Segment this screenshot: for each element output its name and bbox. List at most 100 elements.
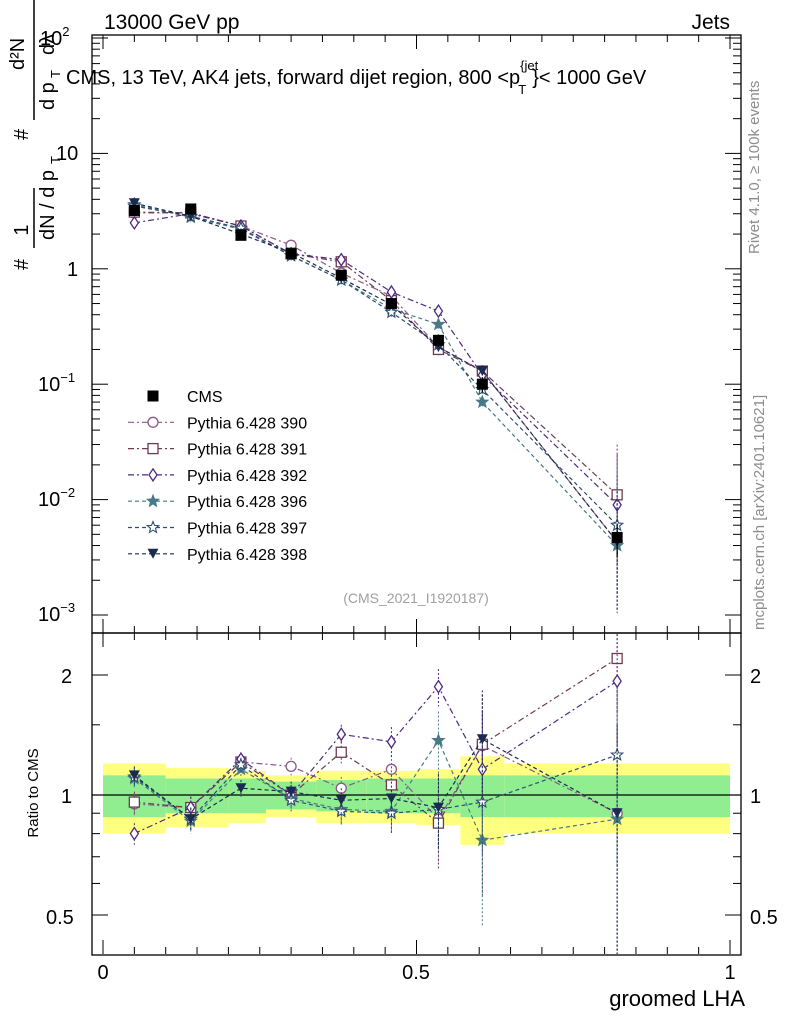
ylabel-hash-a: # [11, 258, 33, 270]
ratio-bands [92, 756, 741, 845]
main-point-4 [431, 316, 446, 331]
ytick-1e2: 102 [40, 24, 69, 50]
main-point-3 [129, 215, 140, 231]
main-line-6 [134, 202, 618, 543]
ratio-tick-1-right: 1 [750, 786, 761, 808]
data-point [285, 248, 297, 260]
legend-marker [147, 390, 159, 402]
data-point [185, 203, 197, 215]
legend-item-0: CMS [147, 389, 223, 406]
legend-marker [145, 493, 161, 508]
ratio-point-2 [335, 746, 347, 758]
ratio-tick-2-right: 2 [750, 666, 761, 688]
legend-marker [147, 548, 159, 559]
ytick-1: 1 [67, 259, 78, 281]
legend-marker [147, 442, 159, 455]
header-left: 13000 GeV pp [104, 11, 239, 34]
ratio-point-1 [285, 760, 297, 772]
band-inner [228, 778, 267, 814]
ratio-point-6 [128, 770, 140, 781]
data-point [611, 531, 623, 543]
legend-label: Pythia 6.428 398 [187, 547, 307, 564]
ratio-line-3 [134, 680, 618, 835]
data-point [335, 269, 347, 281]
data-point [385, 298, 397, 310]
header-right: Jets [691, 11, 730, 34]
ytick-1e-2: 10−2 [38, 485, 75, 511]
ratio-point-3 [612, 673, 622, 689]
ratio-point-6 [185, 814, 197, 825]
analysis-watermark: (CMS_2021_I1920187) [343, 590, 489, 606]
legend-item-2: Pythia 6.428 391 [128, 442, 307, 459]
xtick-0: 0 [97, 962, 108, 984]
ratio-point-3 [129, 826, 140, 841]
ylabel-d2n: d²N [7, 38, 29, 70]
main-line-4 [134, 204, 618, 546]
legend: CMS Pythia 6.428 390 Pythia 6.428 391 Pythi… [128, 389, 307, 564]
mcplots-label: mcplots.cern.ch [arXiv:2401.10621] [751, 395, 768, 630]
main-point-4 [475, 394, 490, 409]
rivet-label: Rivet 4.1.0, ≥ 100k events [746, 81, 763, 254]
ylabel-t-b: T [48, 70, 63, 78]
main-point-3 [336, 252, 347, 267]
data-point [476, 378, 488, 390]
ratio-line-2 [134, 657, 618, 825]
ylabel-hash-b: # [11, 128, 33, 140]
legend-label: Pythia 6.428 391 [187, 442, 307, 459]
legend-item-4: Pythia 6.428 396 [128, 493, 307, 511]
ratio-point-5 [475, 794, 490, 809]
main-point-6 [128, 198, 140, 209]
ratio-point-5 [334, 803, 349, 818]
ratio-tick-1: 1 [61, 786, 72, 808]
ytick-1e-1: 10−1 [38, 370, 75, 396]
legend-label: CMS [187, 389, 223, 406]
ratio-point-4 [431, 733, 446, 747]
legend-item-1: Pythia 6.428 390 [128, 415, 307, 432]
xtick-05: 0.5 [402, 962, 430, 984]
data-point [432, 334, 444, 346]
ratio-point-6 [611, 808, 623, 819]
ratio-point-6 [335, 795, 347, 806]
ylabel-dlambda: dλ [37, 34, 59, 55]
legend-label: Pythia 6.428 397 [187, 521, 307, 538]
data-point [128, 205, 140, 217]
main-line-3 [134, 213, 618, 506]
main-y-ticklabels: 102 10 1 10−1 10−2 10−3 [38, 24, 78, 626]
ytick-1e-3: 10−3 [38, 600, 75, 626]
ratio-point-3 [336, 727, 347, 742]
ratio-y-label: Ratio to CMS [25, 748, 42, 837]
ratio-axis-ticks [92, 633, 741, 954]
ylabel-dn: dN / d p [37, 170, 59, 240]
plot-title: CMS, 13 TeV, AK4 jets, forward dijet reg… [66, 58, 647, 97]
main-point-5 [384, 304, 399, 319]
main-line-1 [134, 212, 618, 543]
ratio-point-2 [128, 796, 141, 808]
x-axis-label: groomed LHA [609, 986, 745, 1011]
ratio-point-3 [433, 679, 444, 694]
ratio-point-6 [385, 793, 397, 804]
ytick-1e1: 10 [56, 143, 78, 165]
legend-marker [147, 416, 159, 428]
y-axis-label: # 1 dN / d p T # d²N d p T dλ [7, 0, 63, 270]
main-point-3 [386, 284, 397, 300]
ratio-tick-05: 0.5 [46, 907, 74, 929]
legend-marker [148, 467, 158, 483]
ratio-point-6 [285, 786, 297, 797]
ratio-point-5 [233, 757, 249, 771]
ratio-point-6 [476, 734, 488, 745]
legend-item-5: Pythia 6.428 397 [128, 519, 307, 538]
legend-label: Pythia 6.428 390 [187, 415, 307, 432]
ratio-point-3 [386, 734, 397, 749]
ratio-point-2 [385, 779, 398, 791]
main-series-layer [127, 197, 625, 615]
main-axis-ticks [92, 35, 741, 633]
legend-item-3: Pythia 6.428 392 [128, 467, 307, 485]
ylabel-one: 1 [11, 224, 33, 235]
data-point [235, 229, 247, 241]
ylabel-dp: d p [37, 82, 59, 110]
ratio-tick-05-right: 0.5 [750, 907, 778, 929]
legend-label: Pythia 6.428 396 [187, 494, 307, 511]
ratio-point-6 [235, 783, 247, 794]
ratio-point-1 [385, 763, 398, 775]
